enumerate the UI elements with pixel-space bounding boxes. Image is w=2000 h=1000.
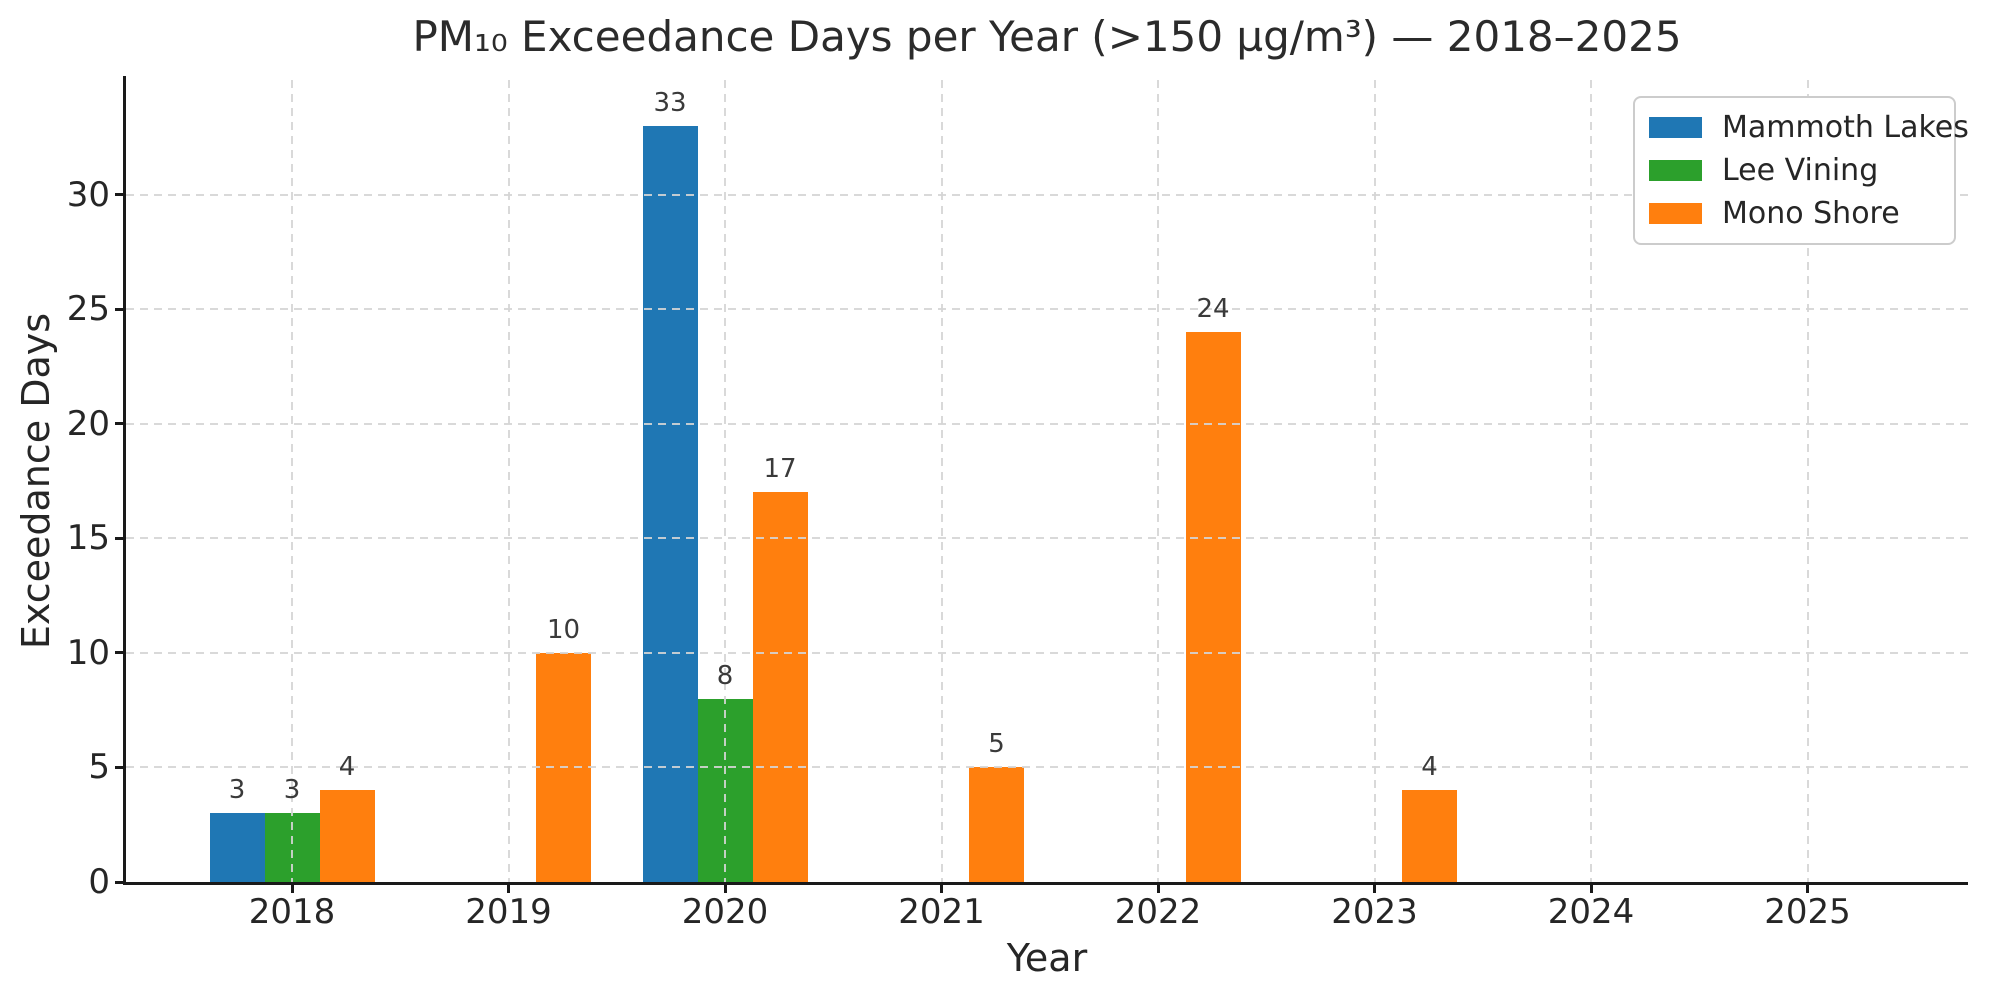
y-tick-label: 30 <box>66 174 110 215</box>
y-tick <box>115 422 123 426</box>
y-tick-label: 25 <box>66 289 110 330</box>
legend-item: Mono Shore <box>1635 192 1954 235</box>
y-axis-label: Exceedance Days <box>14 312 58 650</box>
x-tick <box>1156 885 1160 893</box>
bar-value-label: 33 <box>653 87 687 118</box>
bar-value-label: 17 <box>763 454 797 485</box>
gridline-h <box>126 193 1968 196</box>
y-tick <box>115 651 123 655</box>
y-tick <box>115 765 123 769</box>
y-tick-label: 0 <box>88 862 110 902</box>
bar-mono-shore-2018 <box>319 790 375 882</box>
legend-item: Mammoth Lakes <box>1635 106 1969 149</box>
x-tick <box>1589 885 1593 893</box>
gridline-v <box>1157 80 1159 882</box>
bar-value-label: 10 <box>546 614 581 645</box>
x-tick-label: 2022 <box>1114 892 1202 932</box>
x-tick-label: 2019 <box>465 892 552 932</box>
gridline-h <box>126 308 1968 311</box>
y-tick-label: 20 <box>66 403 110 444</box>
bar-value-label: 3 <box>283 775 301 806</box>
y-tick <box>115 193 123 197</box>
bar-value-label: 24 <box>1196 294 1230 325</box>
x-axis-label: Year <box>1006 936 1088 980</box>
x-tick-label: 2021 <box>898 892 985 932</box>
x-tick <box>507 885 510 893</box>
y-tick <box>115 307 123 311</box>
bar-value-label: 5 <box>988 729 1005 760</box>
legend-label: Mammoth Lakes <box>1722 110 1969 145</box>
bar-value-label: 3 <box>228 775 246 806</box>
gridline-v <box>724 80 726 882</box>
bar-mono-shore-2021 <box>969 767 1024 882</box>
gridline-v <box>1590 80 1592 882</box>
x-tick-label: 2018 <box>248 892 336 932</box>
legend: Mammoth Lakes Lee Vining Mono Shore <box>1633 96 1969 245</box>
bar-mono-shore-2023 <box>1402 790 1457 882</box>
y-axis-spine <box>123 76 126 885</box>
bar-mammoth-lakes-2018 <box>209 813 265 882</box>
legend-label: Lee Vining <box>1722 153 1879 188</box>
gridline-h <box>126 766 1968 769</box>
legend-swatch-lee-vining <box>1649 160 1702 181</box>
chart-title: PM₁₀ Exceedance Days per Year (>150 µg/m… <box>412 12 1682 61</box>
x-axis-spine <box>123 882 1968 885</box>
gridline-v <box>291 80 293 882</box>
x-tick-label: 2020 <box>681 892 769 932</box>
y-tick <box>115 880 123 884</box>
gridline-v <box>1806 80 1809 882</box>
gridline-v <box>940 80 943 882</box>
gridline-h <box>126 651 1968 654</box>
y-tick-label: 10 <box>66 632 110 673</box>
bar-mono-shore-2022 <box>1185 332 1241 882</box>
y-tick <box>115 536 123 540</box>
bar-value-label: 4 <box>1421 752 1438 783</box>
legend-swatch-mono-shore <box>1649 203 1702 224</box>
y-tick-label: 15 <box>66 518 110 559</box>
gridline-h <box>126 422 1968 425</box>
x-tick <box>1806 885 1809 893</box>
x-tick-label: 2024 <box>1547 892 1635 932</box>
x-tick-label: 2023 <box>1331 892 1418 932</box>
x-tick <box>940 885 943 893</box>
bar-mammoth-lakes-2020 <box>642 125 698 882</box>
gridline-v <box>1373 80 1376 882</box>
legend-swatch-mammoth-lakes <box>1649 117 1702 138</box>
x-tick <box>723 885 727 893</box>
bar-value-label: 8 <box>716 660 734 691</box>
legend-item: Lee Vining <box>1635 149 1954 192</box>
x-tick <box>290 885 294 893</box>
gridline-v <box>507 80 510 882</box>
x-tick-label: 2025 <box>1764 892 1851 932</box>
bar-mono-shore-2020 <box>752 492 808 882</box>
gridline-h <box>126 537 1968 540</box>
y-tick-label: 5 <box>88 747 110 788</box>
legend-label: Mono Shore <box>1722 196 1900 231</box>
x-tick <box>1373 885 1376 893</box>
bar-value-label: 4 <box>338 752 356 783</box>
